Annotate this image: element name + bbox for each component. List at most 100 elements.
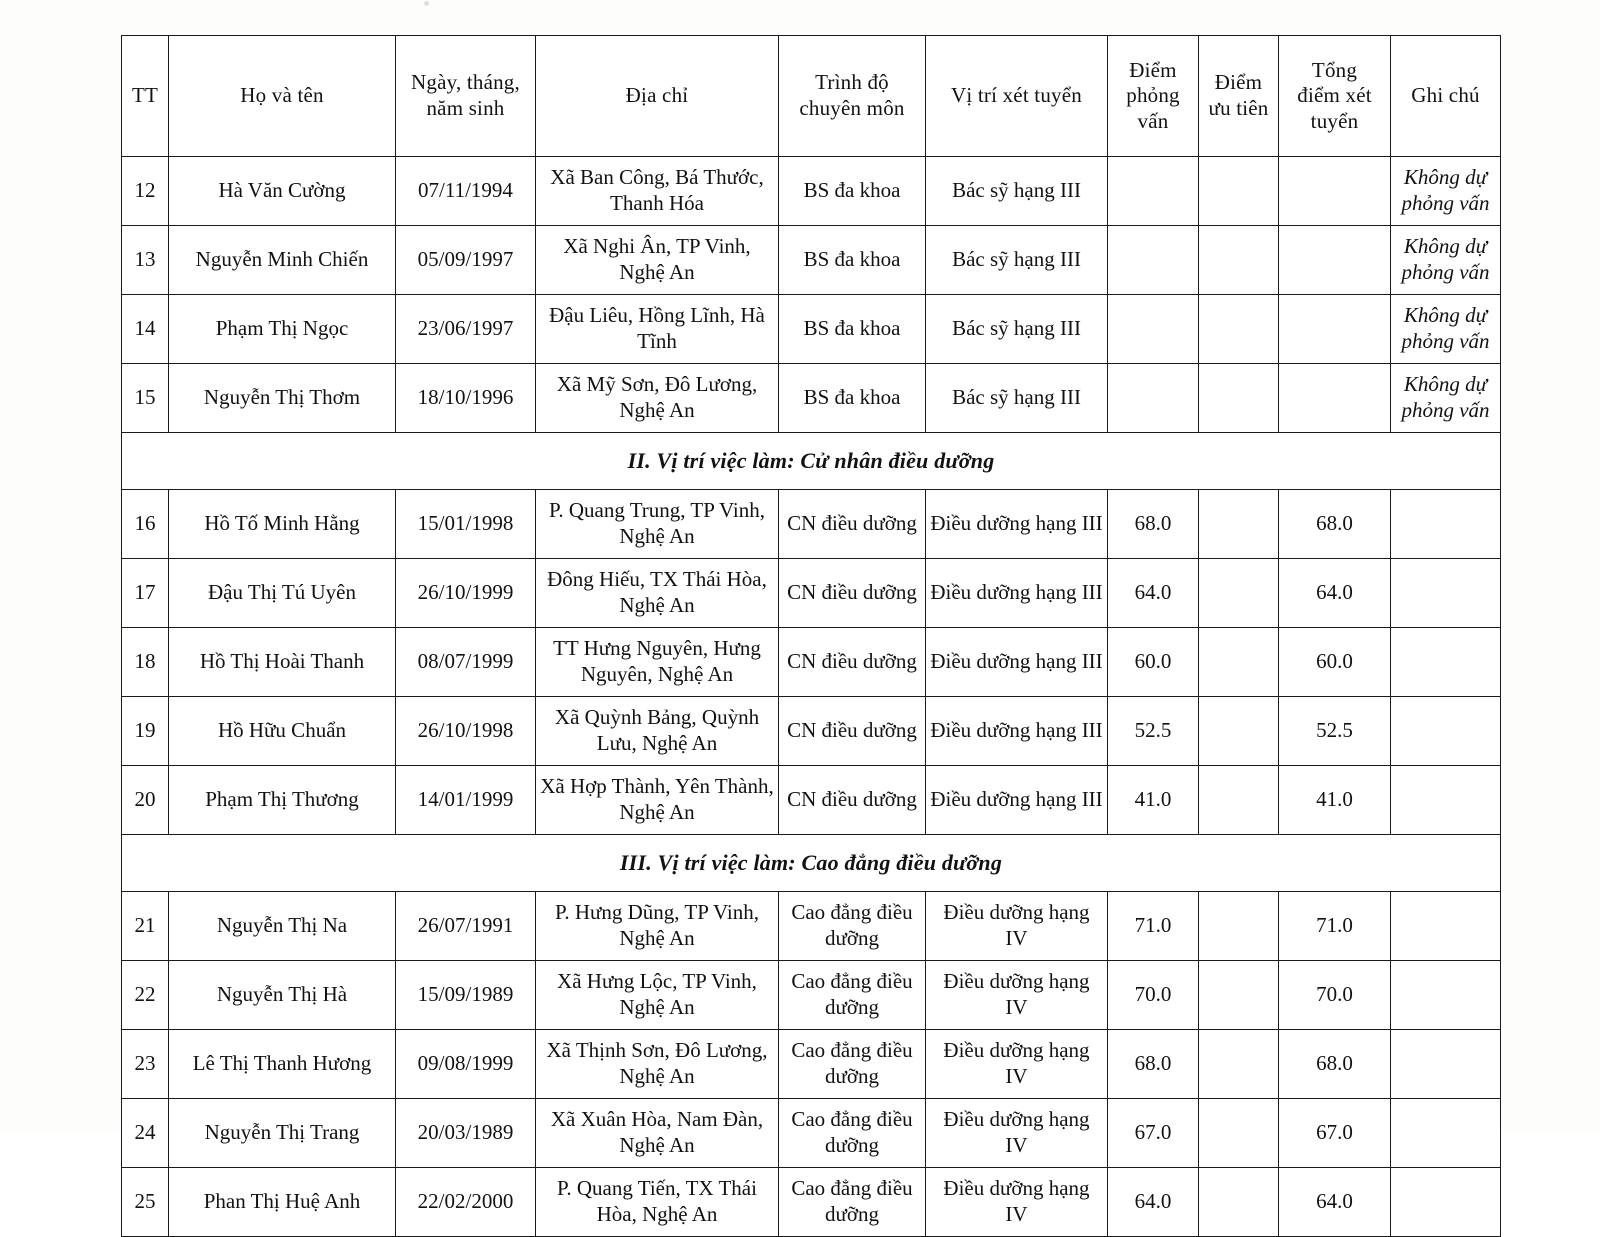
cell-edu: CN điều dưỡng (778, 627, 926, 697)
table-row[interactable]: 15 Nguyễn Thị Thơm 18/10/1996 Xã Mỹ Sơn, Đô… (121, 363, 1501, 433)
column-header-line: năm sinh (426, 96, 505, 120)
cell-itv: 71.0 (1107, 891, 1199, 961)
cell-itv: 68.0 (1107, 1029, 1199, 1099)
section-title: II. Vị trí việc làm: Cử nhân điều dưỡng (121, 432, 1501, 490)
cell-name: Hồ Hữu Chuẩn (168, 696, 396, 766)
cell-edu: Cao đẳng điều dưỡng (778, 1098, 926, 1168)
table-row[interactable]: 22 Nguyễn Thị Hà 15/09/1989 Xã Hưng Lộc, TP… (121, 960, 1501, 1030)
table-body: 12 Hà Văn Cường 07/11/1994 Xã Ban Công, Bá … (121, 156, 1501, 1237)
column-header-line: điểm xét (1297, 83, 1372, 108)
column-header-line: Điểm (1129, 57, 1177, 82)
cell-total: 68.0 (1278, 1029, 1391, 1099)
cell-addr: Xã Xuân Hòa, Nam Đàn, Nghệ An (535, 1098, 779, 1168)
table-row[interactable]: 18 Hồ Thị Hoài Thanh 08/07/1999 TT Hưng Ngu… (121, 627, 1501, 697)
cell-edu: CN điều dưỡng (778, 489, 926, 559)
cell-name: Hồ Thị Hoài Thanh (168, 627, 396, 697)
cell-name: Nguyễn Thị Thơm (168, 363, 396, 433)
column-header-line: Họ và tên (240, 83, 324, 108)
cell-itv (1107, 363, 1199, 433)
column-header-line: vấn (1137, 108, 1169, 133)
cell-tt: 18 (121, 627, 169, 697)
header-row: TT Họ và tên Ngày, tháng, năm sinh Địa chỉ Tr… (121, 35, 1501, 157)
table-row[interactable]: 16 Hồ Tố Minh Hằng 15/01/1998 P. Quang Trun… (121, 489, 1501, 559)
cell-pos: Điều dưỡng hạng IV (925, 891, 1108, 961)
column-header-pri: Điểm ưu tiên (1198, 35, 1279, 157)
table-row[interactable]: 13 Nguyễn Minh Chiến 05/09/1997 Xã Nghi Ân,… (121, 225, 1501, 295)
cell-pri (1198, 1098, 1279, 1168)
table-row[interactable]: 20 Phạm Thị Thương 14/01/1999 Xã Hợp Thành,… (121, 765, 1501, 835)
cell-total: 67.0 (1278, 1098, 1391, 1168)
cell-total: 41.0 (1278, 765, 1391, 835)
cell-itv: 41.0 (1107, 765, 1199, 835)
document-page: TT Họ và tên Ngày, tháng, năm sinh Địa chỉ Tr… (121, 1, 1501, 1237)
cell-itv (1107, 225, 1199, 295)
cell-itv: 68.0 (1107, 489, 1199, 559)
column-header-line: Ghi chú (1411, 83, 1480, 108)
roster-table: TT Họ và tên Ngày, tháng, năm sinh Địa chỉ Tr… (121, 35, 1501, 1237)
cell-pos: Điều dưỡng hạng IV (925, 1029, 1108, 1099)
cell-pri (1198, 960, 1279, 1030)
cell-name: Phạm Thị Thương (168, 765, 396, 835)
cell-note (1390, 696, 1501, 766)
table-row[interactable]: 24 Nguyễn Thị Trang 20/03/1989 Xã Xuân Hòa,… (121, 1098, 1501, 1168)
column-header-pos: Vị trí xét tuyển (925, 35, 1108, 157)
column-header-itv: Điểm phỏng vấn (1107, 35, 1199, 157)
table-row[interactable]: 14 Phạm Thị Ngọc 23/06/1997 Đậu Liêu, Hồng … (121, 294, 1501, 364)
table-row[interactable]: 17 Đậu Thị Tú Uyên 26/10/1999 Đông Hiếu, TX… (121, 558, 1501, 628)
table-row[interactable]: 21 Nguyễn Thị Na 26/07/1991 P. Hưng Dũng, T… (121, 891, 1501, 961)
roster-table-container: TT Họ và tên Ngày, tháng, năm sinh Địa chỉ Tr… (121, 35, 1501, 1237)
column-header-line: ưu tiên (1208, 96, 1269, 120)
table-row[interactable]: 25 Phan Thị Huệ Anh 22/02/2000 P. Quang Tiế… (121, 1167, 1501, 1237)
cell-tt: 12 (121, 156, 169, 226)
cell-note: Không dự phỏng vấn (1390, 363, 1501, 433)
cell-name: Nguyễn Thị Na (168, 891, 396, 961)
cell-itv: 64.0 (1107, 1167, 1199, 1237)
cell-note (1390, 1098, 1501, 1168)
table-row[interactable]: 23 Lê Thị Thanh Hương 09/08/1999 Xã Thịnh S… (121, 1029, 1501, 1099)
cell-itv (1107, 294, 1199, 364)
cell-pos: Điều dưỡng hạng III (925, 489, 1108, 559)
cell-dob: 05/09/1997 (395, 225, 536, 295)
cell-pos: Điều dưỡng hạng IV (925, 1167, 1108, 1237)
cell-tt: 14 (121, 294, 169, 364)
cell-note (1390, 765, 1501, 835)
cell-edu: CN điều dưỡng (778, 696, 926, 766)
cell-addr: Xã Ban Công, Bá Thước, Thanh Hóa (535, 156, 779, 226)
cell-edu: BS đa khoa (778, 225, 926, 295)
cell-edu: BS đa khoa (778, 294, 926, 364)
cell-itv: 64.0 (1107, 558, 1199, 628)
cell-total (1278, 225, 1391, 295)
cell-pri (1198, 765, 1279, 835)
cell-pos: Bác sỹ hạng III (925, 156, 1108, 226)
cell-tt: 23 (121, 1029, 169, 1099)
cell-name: Nguyễn Minh Chiến (168, 225, 396, 295)
column-header-tt: TT (121, 35, 169, 157)
cell-addr: TT Hưng Nguyên, Hưng Nguyên, Nghệ An (535, 627, 779, 697)
cell-pri (1198, 294, 1279, 364)
cell-pri (1198, 1029, 1279, 1099)
cell-note: Không dự phỏng vấn (1390, 294, 1501, 364)
cell-edu: CN điều dưỡng (778, 558, 926, 628)
cell-pos: Điều dưỡng hạng III (925, 696, 1108, 766)
cell-pos: Điều dưỡng hạng IV (925, 1098, 1108, 1168)
cell-dob: 18/10/1996 (395, 363, 536, 433)
cell-tt: 17 (121, 558, 169, 628)
column-header-addr: Địa chỉ (535, 35, 779, 157)
cell-pos: Điều dưỡng hạng III (925, 627, 1108, 697)
cell-name: Phan Thị Huệ Anh (168, 1167, 396, 1237)
cell-name: Lê Thị Thanh Hương (168, 1029, 396, 1099)
column-header-line: Trình độ (815, 70, 889, 95)
cell-tt: 19 (121, 696, 169, 766)
cell-dob: 08/07/1999 (395, 627, 536, 697)
cell-tt: 21 (121, 891, 169, 961)
cell-dob: 23/06/1997 (395, 294, 536, 364)
table-row[interactable]: 19 Hồ Hữu Chuẩn 26/10/1998 Xã Quỳnh Bảng, Q… (121, 696, 1501, 766)
cell-total (1278, 156, 1391, 226)
cell-note (1390, 558, 1501, 628)
cell-addr: Đông Hiếu, TX Thái Hòa, Nghệ An (535, 558, 779, 628)
cell-pri (1198, 696, 1279, 766)
cell-tt: 24 (121, 1098, 169, 1168)
table-row[interactable]: 12 Hà Văn Cường 07/11/1994 Xã Ban Công, Bá … (121, 156, 1501, 226)
cell-tt: 20 (121, 765, 169, 835)
cell-pos: Điều dưỡng hạng IV (925, 960, 1108, 1030)
